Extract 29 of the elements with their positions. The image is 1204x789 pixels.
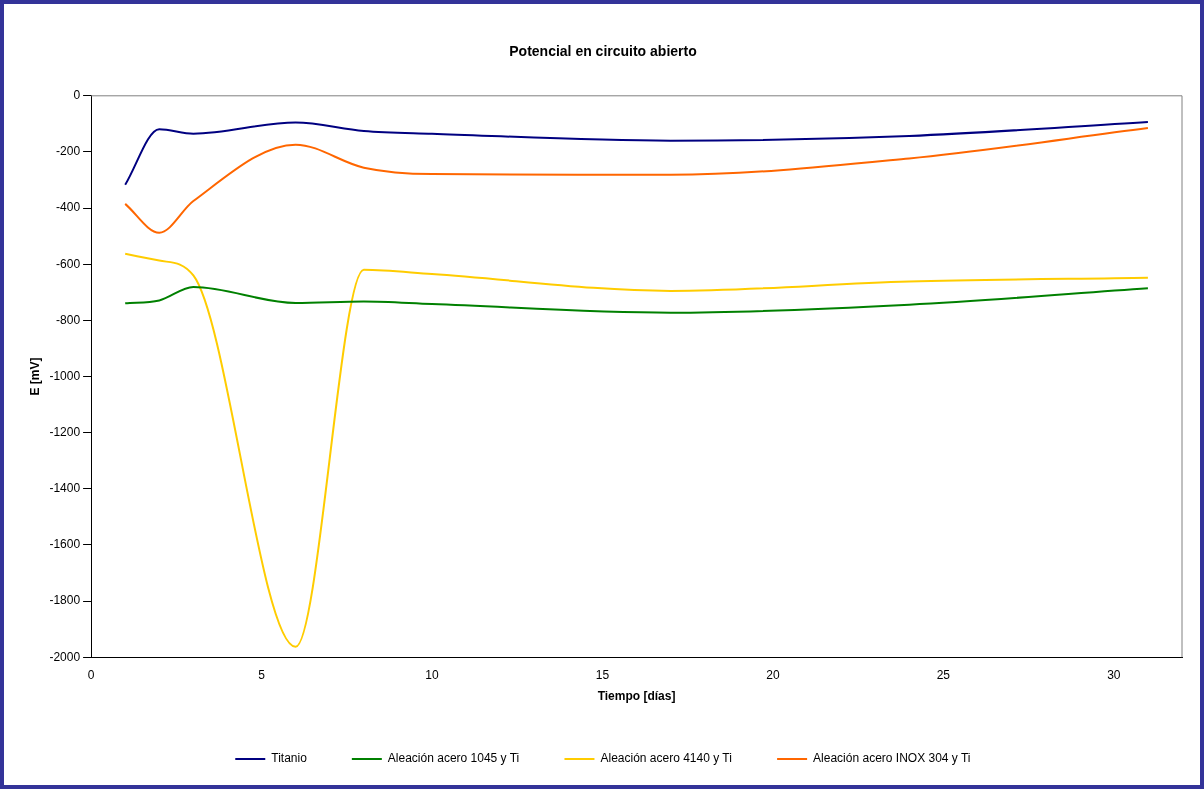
x-axis-title: Tiempo [días] (597, 689, 676, 704)
y-tick-label: -1600 (49, 537, 81, 552)
y-tick-label: -1000 (49, 368, 81, 383)
line-series (124, 120, 1149, 186)
legend-label: Aleación acero 1045 y Ti (387, 751, 520, 766)
y-tick-label: 0 (73, 88, 81, 103)
y-tick-label: -1800 (49, 593, 81, 608)
y-tick-label: -200 (56, 144, 81, 159)
y-tick-label: -400 (56, 200, 81, 215)
x-tick-label: 25 (936, 667, 951, 682)
y-tick-label: -1200 (49, 424, 81, 439)
chart-title: Potencial en circuito abierto (509, 43, 697, 60)
line-series (124, 285, 1149, 314)
x-tick-label: 5 (258, 667, 266, 682)
y-axis-title: E [mV] (27, 357, 42, 396)
x-tick-label: 0 (87, 667, 95, 682)
legend-label: Aleación acero INOX 304 y Ti (813, 751, 971, 766)
legend-label: Aleación acero 4140 y Ti (600, 751, 732, 766)
x-tick-label: 20 (766, 667, 780, 682)
x-tick-label: 30 (1107, 667, 1121, 682)
y-tick-label: -800 (56, 312, 81, 327)
y-tick-label: -600 (56, 256, 81, 271)
line-series (124, 127, 1149, 234)
legend-label: Titanio (271, 751, 308, 766)
x-tick-label: 10 (425, 667, 439, 682)
x-tick-label: 15 (595, 667, 610, 682)
y-tick-label: -2000 (49, 649, 81, 664)
line-series (124, 252, 1149, 648)
y-tick-label: -1400 (49, 481, 81, 496)
